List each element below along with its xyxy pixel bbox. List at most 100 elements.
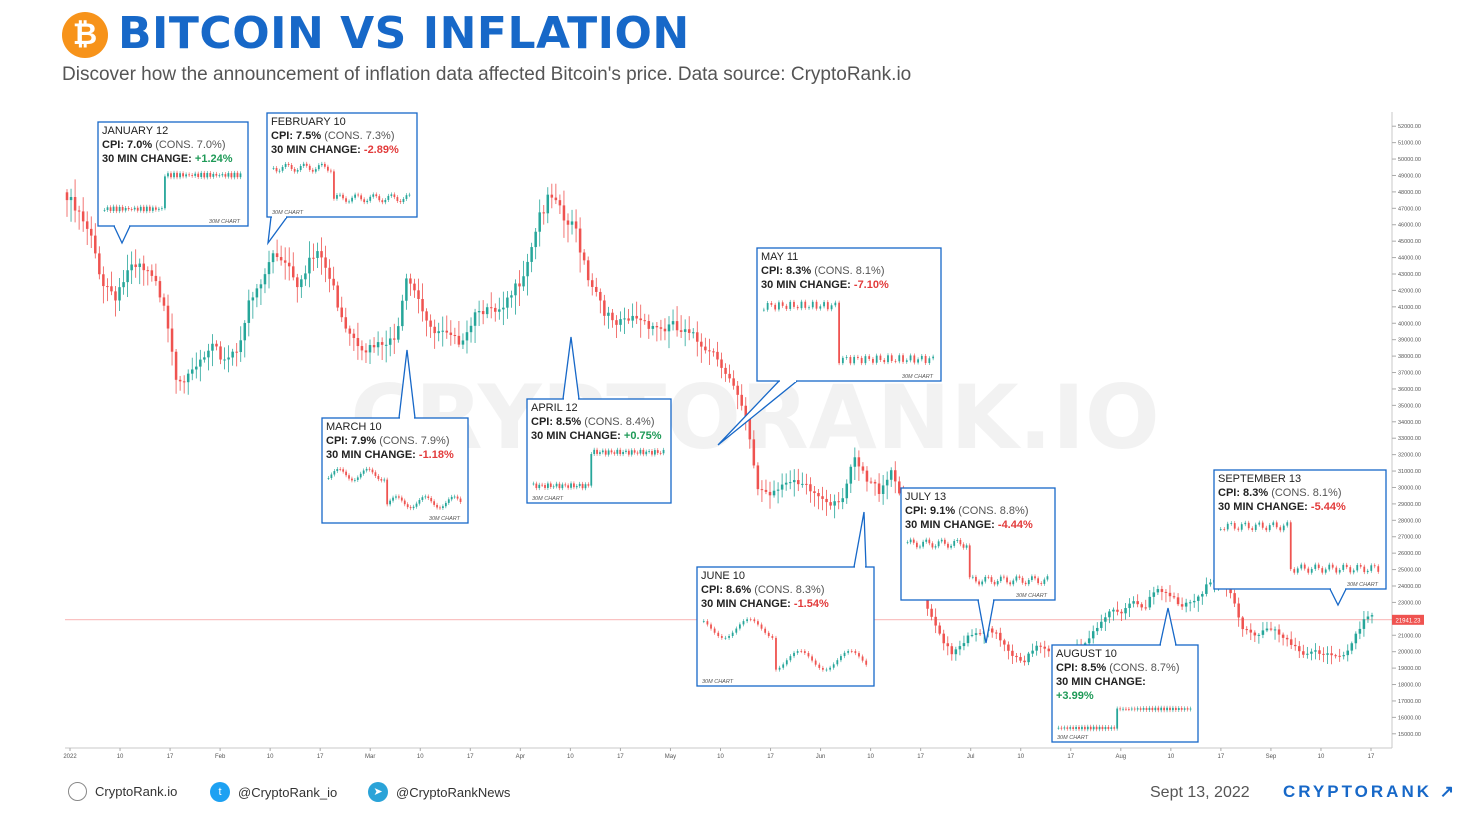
mini-candle-body — [121, 206, 124, 211]
candle-body — [966, 635, 970, 644]
mini-candle-body — [1349, 567, 1352, 573]
callout-pointer — [112, 225, 132, 245]
candle-body — [106, 286, 109, 288]
mini-candle-body — [1031, 576, 1033, 581]
candle-body — [760, 489, 764, 491]
footer-telegram[interactable]: ➤ @CryptoRankNews — [368, 782, 510, 802]
candle-body — [1293, 644, 1297, 647]
mini-candle-body — [1247, 522, 1250, 529]
current-price-label: 21941.23 — [1395, 618, 1421, 624]
candle-body — [639, 318, 642, 321]
mini-candle-body — [1254, 524, 1257, 530]
candle-body — [869, 481, 873, 483]
annotation-cpi: CPI: 8.5% (CONS. 8.4%) — [531, 416, 654, 428]
candle-body — [162, 297, 166, 306]
mini-candle-body — [351, 478, 353, 481]
footer-twitter[interactable]: t @CryptoRank_io — [210, 782, 337, 802]
candle-body — [574, 221, 578, 229]
mini-candle-body — [604, 450, 607, 455]
y-tick-label: 52000.00 — [1398, 124, 1421, 130]
mini-candle-body — [194, 173, 197, 176]
mini-candle-body — [1230, 523, 1233, 524]
mini-candle-body — [575, 486, 578, 488]
mini-candle-body — [378, 196, 381, 201]
candle-body — [417, 290, 420, 299]
mini-candle-body — [823, 302, 825, 307]
mini-candle-body — [731, 632, 734, 637]
candle-body — [1302, 651, 1305, 655]
x-tick-label: 17 — [917, 754, 924, 760]
mini-candle-body — [390, 194, 393, 196]
candle-body — [1289, 639, 1293, 645]
mini-candle-body — [224, 174, 227, 177]
mini-candle-body — [971, 576, 974, 578]
publish-date: Sept 13, 2022 — [1150, 784, 1250, 801]
candle-body — [772, 490, 776, 496]
mini-candle-body — [1075, 726, 1077, 729]
mini-candle-body — [109, 207, 112, 211]
mini-candle-body — [393, 194, 396, 198]
mini-candle-body — [173, 172, 175, 178]
candle-body — [651, 325, 655, 329]
candle-body — [708, 350, 711, 352]
mini-candle-body — [975, 576, 977, 582]
mini-candle-body — [742, 621, 745, 625]
mini-candle-body — [1034, 576, 1036, 579]
mini-candle-body — [1335, 567, 1338, 573]
candle-body — [186, 373, 190, 383]
mini-candle-body — [879, 355, 882, 360]
candle-body — [1205, 584, 1208, 594]
mini-candle-body — [619, 449, 622, 455]
mini-candle-body — [940, 539, 943, 542]
mini-candle-body — [327, 166, 329, 171]
mini-candle-body — [170, 173, 172, 178]
mini-candle-body — [1303, 564, 1306, 569]
candle-body — [716, 351, 719, 360]
mini-candle-body — [1169, 707, 1171, 711]
candle-body — [368, 345, 372, 353]
mini-candle-body — [1377, 566, 1380, 572]
mini-chart-label: 30M CHART — [209, 219, 241, 225]
mini-candle-body — [541, 484, 544, 486]
y-tick-label: 21000.00 — [1398, 633, 1421, 639]
mini-candle-body — [1136, 708, 1139, 710]
mini-candle-body — [1130, 708, 1133, 710]
candle-body — [1164, 591, 1168, 593]
candle-body — [865, 470, 869, 482]
mini-candle-body — [398, 496, 400, 498]
brand-logo[interactable]: CRYPTORANK ↗ — [1283, 782, 1457, 801]
mini-candle-body — [380, 479, 383, 481]
candle-body — [1350, 643, 1354, 651]
candle-body — [380, 342, 384, 345]
y-tick-label: 18000.00 — [1398, 683, 1421, 689]
mini-candle-body — [209, 172, 212, 177]
candle-body — [776, 489, 780, 491]
candle-body — [227, 357, 230, 360]
mini-candle-body — [840, 656, 842, 661]
candle-body — [881, 485, 885, 494]
candle-body — [1233, 593, 1236, 604]
candle-body — [1354, 633, 1358, 644]
mini-candle-body — [400, 497, 403, 501]
candle-body — [372, 345, 376, 348]
annotation-change: 30 MIN CHANGE: +0.75% — [531, 430, 662, 442]
candle-body — [469, 325, 473, 333]
y-tick-label: 48000.00 — [1398, 190, 1421, 196]
y-tick-label: 41000.00 — [1398, 305, 1421, 311]
mini-candle-body — [771, 636, 774, 638]
mini-candle-body — [950, 545, 952, 548]
mini-candle-body — [439, 507, 441, 509]
mini-candle-body — [360, 195, 363, 200]
x-tick-label: 10 — [867, 754, 874, 760]
mini-candle-body — [1166, 707, 1168, 711]
candle-body — [1209, 582, 1212, 585]
candle-body — [449, 332, 453, 336]
annotation-date: JUNE 10 — [701, 570, 745, 582]
mini-candle-body — [853, 356, 856, 364]
y-tick-label: 34000.00 — [1398, 420, 1421, 426]
mini-candle-body — [1174, 707, 1177, 710]
footer-website[interactable]: CryptoRank.io — [68, 782, 177, 801]
mini-candle-body — [793, 652, 795, 657]
candle-body — [950, 646, 954, 655]
mini-candle-body — [838, 302, 840, 364]
